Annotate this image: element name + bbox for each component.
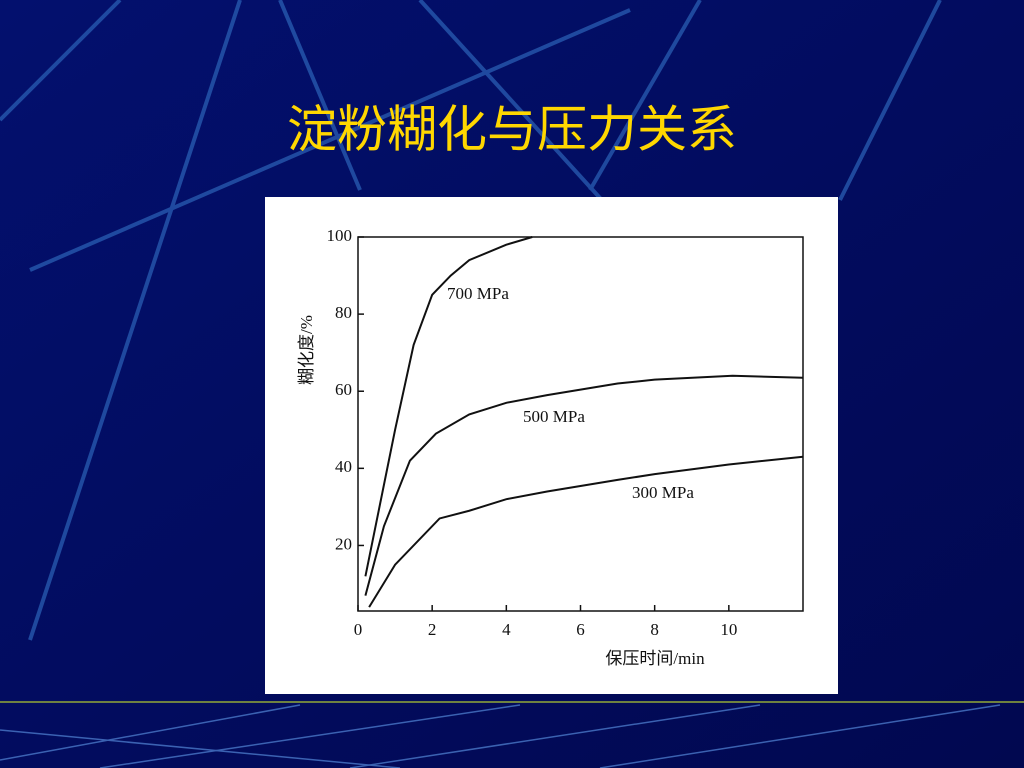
x-axis-label: 保压时间/min [605, 649, 705, 668]
y-tick-label: 20 [335, 534, 352, 553]
x-tick-label: 10 [720, 620, 737, 639]
series-line [364, 236, 533, 577]
series-label: 700 MPa [447, 284, 509, 303]
decor-lines [0, 0, 942, 641]
y-tick-label: 100 [327, 226, 353, 245]
x-tick-label: 6 [576, 620, 585, 639]
chart-panel [265, 197, 838, 694]
series-label: 300 MPa [632, 483, 694, 502]
series-line [368, 455, 804, 608]
x-tick-label: 8 [650, 620, 659, 639]
x-tick-label: 2 [428, 620, 437, 639]
y-tick-label: 60 [335, 380, 352, 399]
x-tick-label: 4 [502, 620, 511, 639]
series-label: 500 MPa [523, 407, 585, 426]
x-tick-label: 0 [354, 620, 363, 639]
bottom-decor [0, 701, 1024, 768]
slide-title: 淀粉糊化与压力关系 [287, 101, 737, 157]
series-line [364, 374, 804, 596]
y-tick-label: 40 [335, 457, 352, 476]
plot: 保压时间/min 糊化度/% 20 40 60 80 100 0 2 4 6 8 10 700 MPa… [297, 226, 804, 668]
y-tick-label: 80 [335, 303, 352, 322]
y-axis-label: 糊化度/% [297, 315, 316, 385]
